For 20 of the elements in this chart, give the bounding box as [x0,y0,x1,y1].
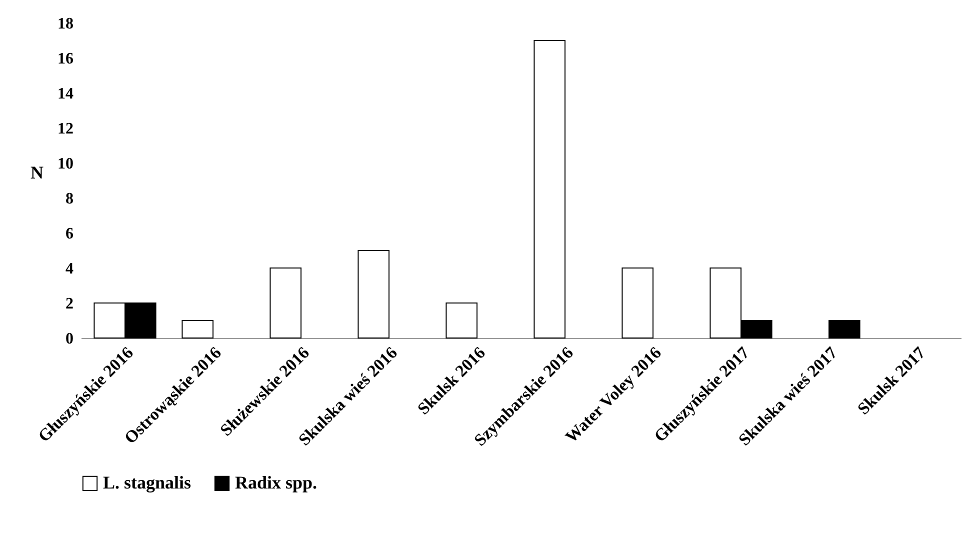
y-tick-label: 12 [58,120,74,138]
bar [182,320,214,338]
y-tick-label: 16 [58,50,74,68]
y-tick-label: 0 [66,330,74,348]
y-tick-label: 10 [58,156,74,172]
bar [828,320,860,338]
bar [270,268,302,338]
bar [358,250,390,338]
legend-label: L. stagnalis [103,472,192,492]
bar [534,40,566,338]
y-tick-label: 18 [58,16,74,32]
y-tick-label: 8 [66,190,74,208]
legend-label: Radix spp. [235,472,318,492]
y-tick-label: 2 [66,296,74,312]
y-axis-title: N [30,162,44,182]
y-tick-label: 6 [66,226,74,242]
bar [622,268,654,338]
bar [446,302,478,338]
y-tick-label: 4 [66,260,74,278]
y-tick-label: 14 [58,86,74,102]
